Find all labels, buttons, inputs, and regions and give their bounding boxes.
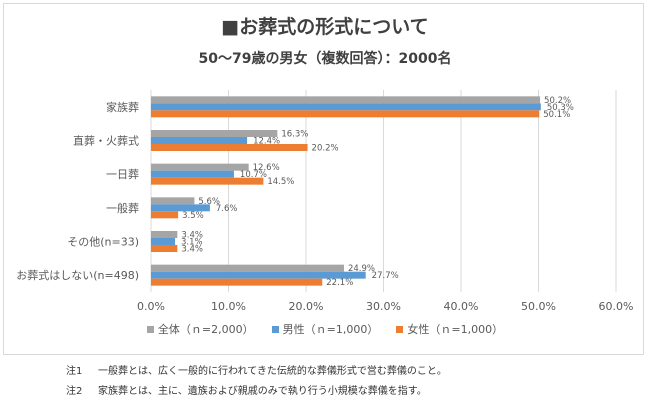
data-label: 14.5% (267, 177, 294, 187)
chart-subtitle: 50～79歳の男女（複数回答）：2000名 (198, 51, 452, 67)
legend-item: 女性（ｎ=1,000） (396, 321, 503, 337)
category-label: 一日葬 (106, 168, 139, 181)
bar (151, 204, 210, 212)
legend-label: 男性（ｎ=1,000） (282, 323, 379, 336)
bar (151, 170, 234, 178)
data-label: 7.6% (216, 204, 238, 214)
x-tick-label: 0.0% (137, 300, 165, 313)
data-label: 3.4% (181, 231, 203, 241)
data-label: 50.3% (547, 103, 574, 113)
category-label: 一般葬 (106, 202, 139, 215)
legend-item: 男性（ｎ=1,000） (271, 321, 379, 337)
category-label: その他(n=33) (67, 236, 139, 249)
bar (151, 197, 195, 205)
data-label: 50.1% (543, 110, 570, 120)
bar (151, 163, 249, 171)
data-label: 22.1% (326, 278, 353, 288)
data-label: 3.1% (181, 238, 203, 248)
data-label: 12.6% (253, 163, 280, 173)
legend-item: 全体（ｎ=2,000） (146, 321, 254, 337)
category-label: お葬式はしない(n=498) (16, 269, 139, 282)
category-label: 家族葬 (106, 100, 139, 114)
bar (151, 137, 248, 144)
data-label: 24.9% (348, 264, 375, 274)
data-label: 3.4% (181, 245, 203, 255)
x-tick-label: 10.0% (211, 300, 246, 313)
x-tick-label: 60.0% (599, 300, 634, 313)
x-tick-label: 20.0% (289, 300, 324, 313)
legend-label: 女性（ｎ=1,000） (407, 323, 504, 336)
bar (151, 144, 308, 151)
bar (151, 96, 541, 104)
data-label: 12.4% (253, 137, 280, 147)
legend-swatch (146, 325, 154, 333)
data-label: 20.2% (312, 144, 339, 154)
bar (151, 110, 540, 118)
note-label: 注2 (66, 386, 83, 397)
category-label: 直葬・火葬式 (73, 134, 139, 148)
note-label: 注1 (66, 366, 83, 377)
x-tick-label: 50.0% (521, 300, 556, 313)
legend-label: 全体（ｎ=2,000） (157, 323, 254, 336)
bar (151, 231, 178, 238)
bar (151, 211, 179, 219)
note-text: 家族葬とは、主に、遺族および親戚のみで執り行う小規模な葬儀を指す。 (98, 386, 427, 397)
note-text: 一般葬とは、広く一般的に行われてきた伝統的な葬儀形式で営む葬儀のこと。 (98, 366, 447, 377)
chart-frame (3, 3, 644, 355)
bar (151, 271, 366, 279)
legend: 全体（ｎ=2,000） 男性（ｎ=1,000） 女性（ｎ=1,000） (0, 321, 650, 337)
data-label: 5.6% (198, 197, 220, 207)
bar (151, 130, 278, 137)
note-1: 注1 一般葬とは、広く一般的に行われてきた伝統的な葬儀形式で営む葬儀のこと。 (66, 362, 447, 377)
legend-swatch (396, 325, 404, 333)
data-label: 10.7% (240, 170, 267, 180)
legend-swatch (271, 325, 279, 333)
x-tick-label: 40.0% (444, 300, 479, 313)
data-label: 3.5% (182, 211, 204, 221)
data-label: 16.3% (281, 130, 308, 140)
bar (151, 238, 176, 245)
bar (151, 177, 264, 185)
chart-title: ■お葬式の形式について (221, 16, 429, 38)
bar (151, 103, 541, 111)
note-2: 注2 家族葬とは、主に、遺族および親戚のみで執り行う小規模な葬儀を指す。 (66, 382, 427, 397)
data-label: 27.7% (372, 271, 399, 281)
bar (151, 264, 344, 272)
data-label: 50.2% (544, 96, 571, 106)
x-tick-label: 30.0% (366, 300, 401, 313)
bar (151, 278, 323, 286)
bar (151, 245, 178, 252)
